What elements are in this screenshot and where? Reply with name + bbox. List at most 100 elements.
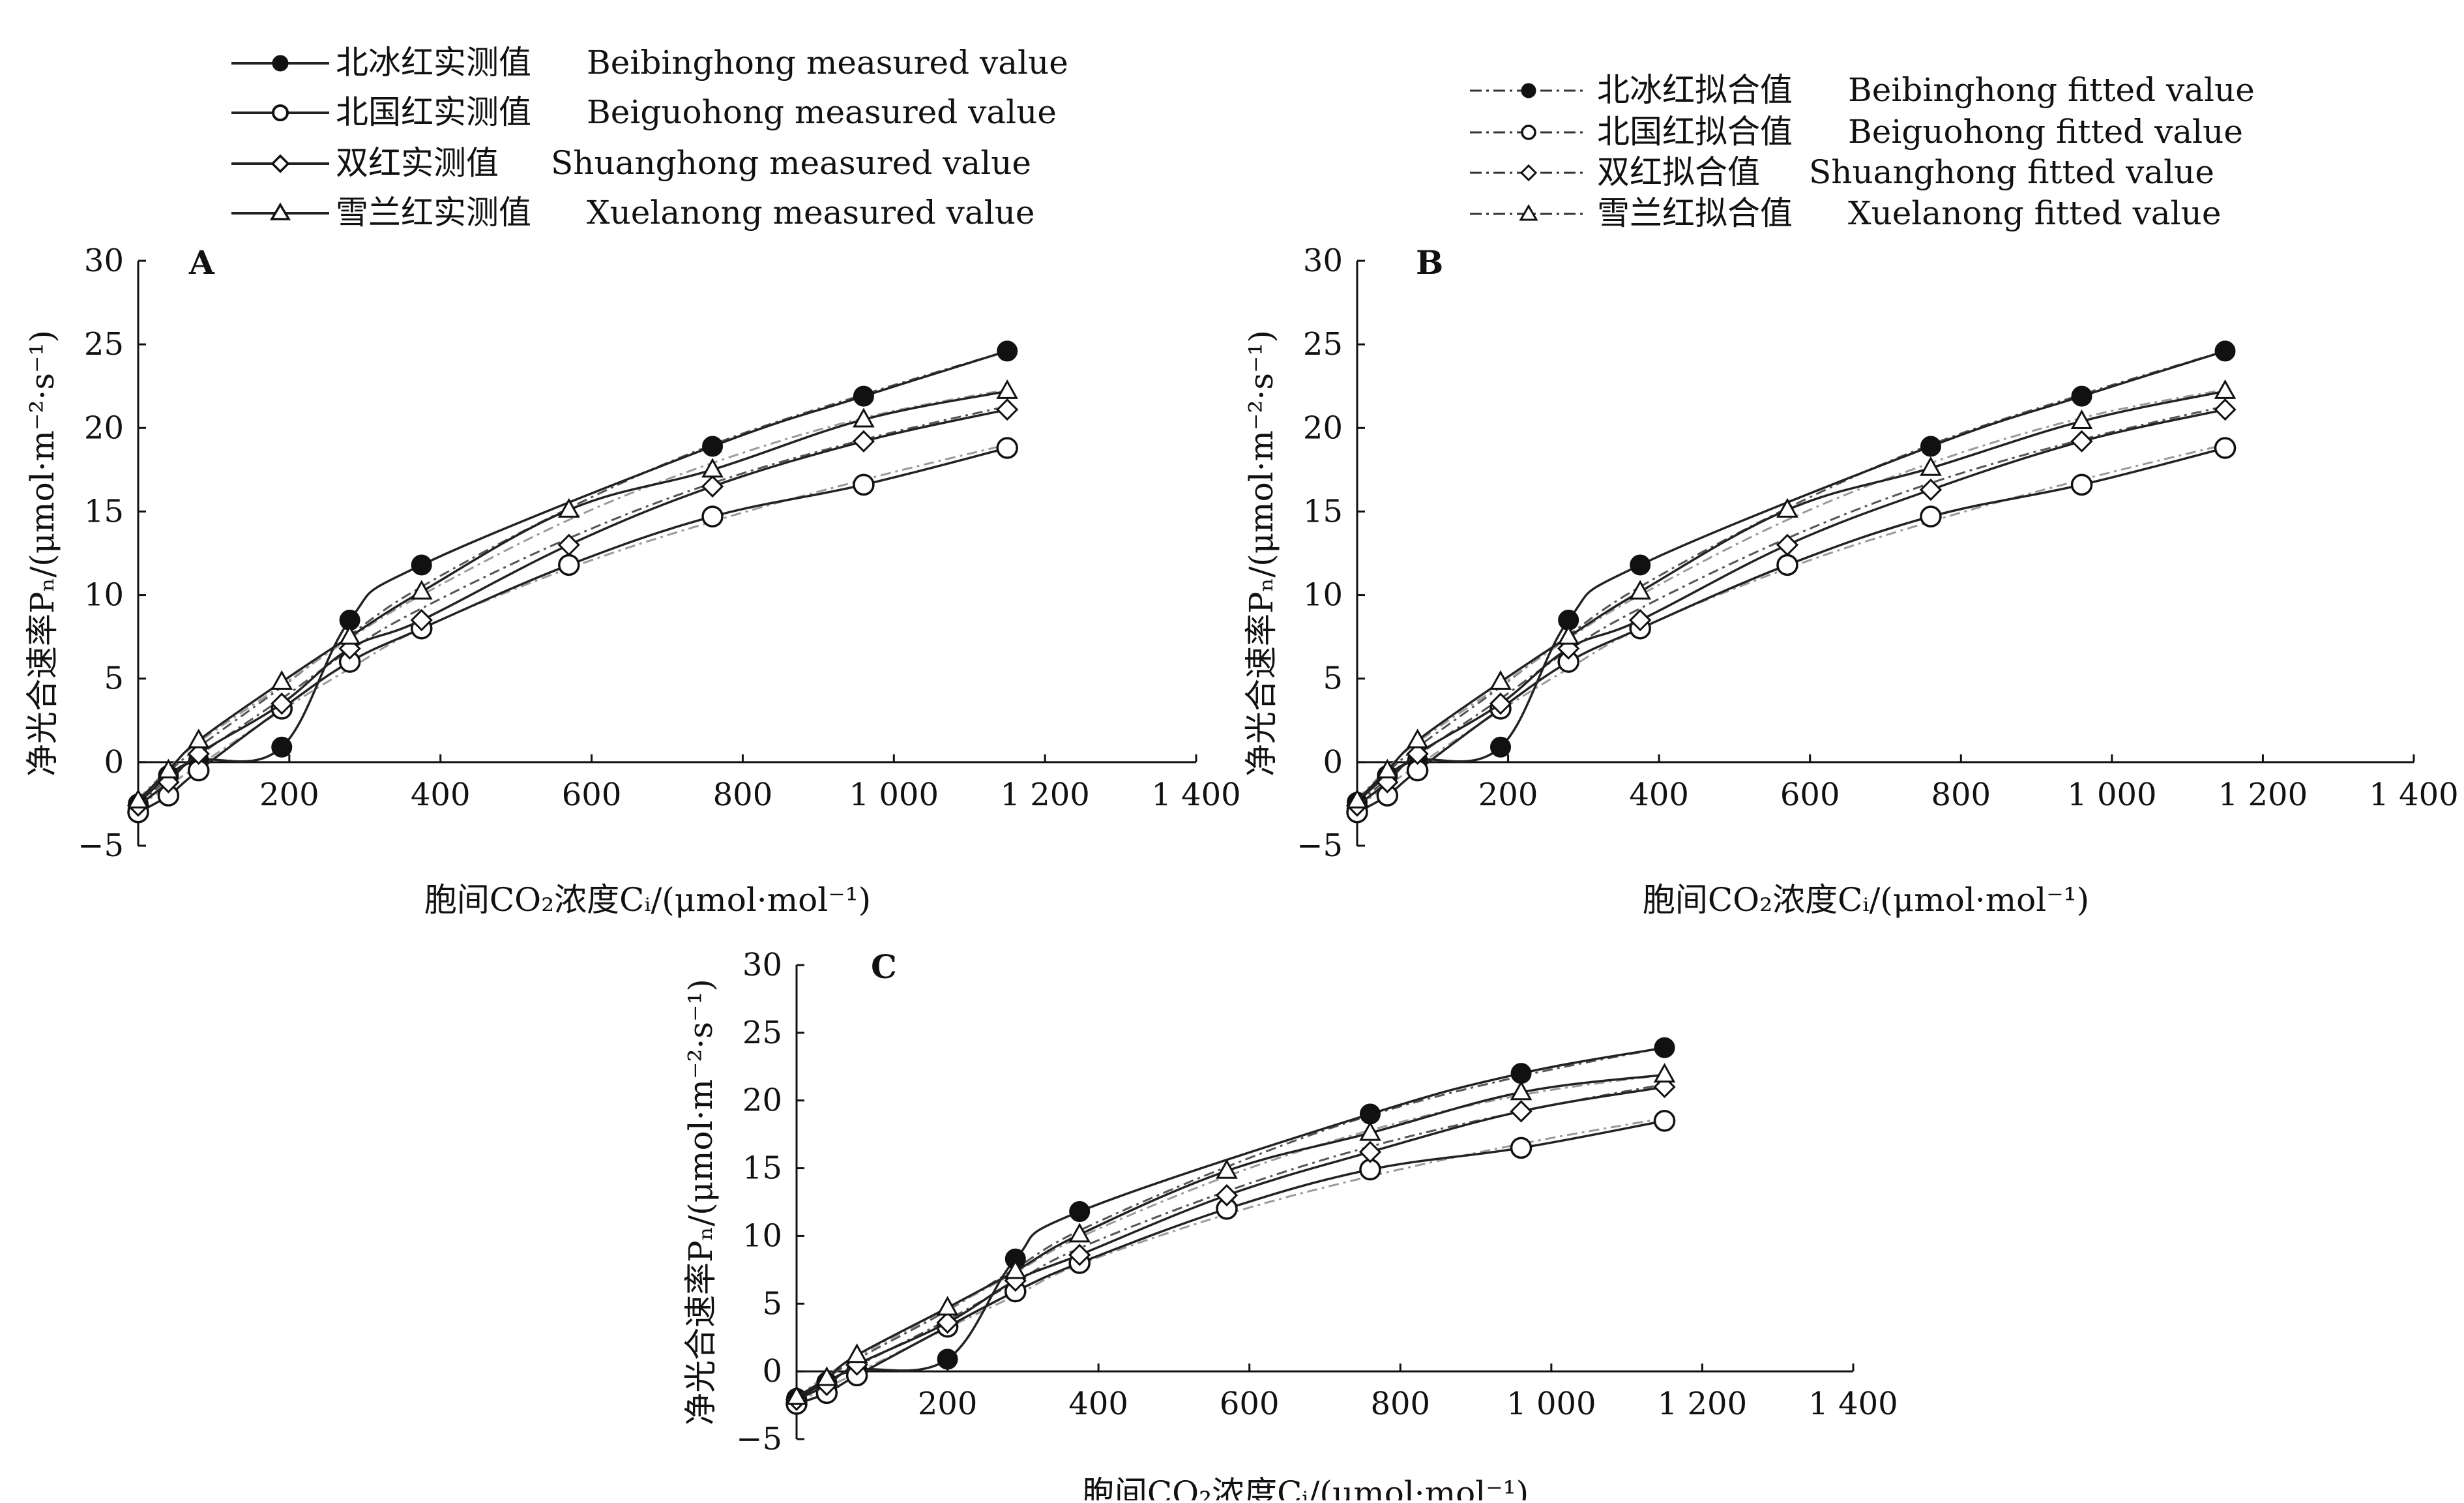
- series-line: [138, 447, 1008, 814]
- data-point: [1489, 692, 1512, 715]
- series-line: [138, 405, 1008, 805]
- y-tick-label: 25: [1303, 326, 1343, 363]
- x-tick-label: 1 200: [1000, 777, 1089, 813]
- data-point: [815, 1366, 838, 1386]
- x-tick-label: 200: [259, 777, 319, 813]
- y-tick-label: 10: [1303, 577, 1343, 614]
- x-tick-label: 800: [713, 777, 773, 813]
- data-point: [1489, 736, 1511, 758]
- data-point: [411, 554, 432, 576]
- series-line: [796, 1047, 1665, 1399]
- y-tick-label: 5: [762, 1285, 782, 1322]
- series-measured: [126, 398, 1019, 817]
- series-line: [796, 1120, 1665, 1405]
- series-line: [796, 1073, 1665, 1398]
- data-point: [1630, 554, 1651, 576]
- x-tick-label: 800: [1370, 1386, 1430, 1422]
- data-point: [338, 625, 361, 645]
- series-fitted: [1357, 405, 2225, 805]
- legend-item-fitted: 北国红拟合值 Beiguohong fitted value: [1470, 113, 2243, 151]
- data-point: [271, 692, 293, 715]
- series-measured: [128, 340, 1018, 814]
- data-point: [1920, 456, 1942, 476]
- x-tick-label: 1 000: [849, 777, 939, 813]
- legend-item-measured: 雪兰红实测值 Xuelanong measured value: [231, 194, 1035, 231]
- data-point: [1653, 1110, 1676, 1132]
- data-point: [1510, 1100, 1533, 1123]
- data-point: [1776, 554, 1798, 576]
- data-point: [1510, 1137, 1533, 1159]
- data-point: [1215, 1183, 1239, 1207]
- y-tick-label: 15: [742, 1150, 782, 1187]
- x-tick-label: 400: [411, 777, 471, 813]
- data-point: [702, 436, 724, 457]
- series-line: [1356, 350, 2225, 801]
- series-line: [1357, 447, 2225, 814]
- chart-panel-c: −5 0 5 10 15 20 25 30 200 400 600 800 1 000 1 200 1 40…: [682, 947, 1898, 1503]
- series-fitted: [1357, 443, 2225, 809]
- data-point: [996, 437, 1018, 459]
- data-point: [785, 1385, 808, 1405]
- legend-item-measured: 北国红实测值 Beiguohong measured value: [231, 93, 1057, 131]
- data-point: [1358, 1140, 1382, 1163]
- legend-item-fitted: 雪兰红拟合值 Xuelanong fitted value: [1470, 194, 2221, 232]
- series-measured: [1347, 340, 2236, 813]
- y-tick-label: 30: [1303, 243, 1343, 279]
- data-point: [1629, 608, 1652, 632]
- data-point: [558, 554, 580, 576]
- x-tick-label: 400: [1068, 1386, 1128, 1422]
- x-tick-label: 400: [1629, 777, 1689, 813]
- series-line: [137, 350, 1008, 805]
- y-tick-label: 15: [1303, 493, 1343, 529]
- data-point: [1359, 1121, 1381, 1141]
- legend-fitted: 北冰红拟合值 Beibinghong fitted value 北国红拟合值 B…: [1470, 71, 2255, 232]
- legend-label: 北冰红拟合值: [1597, 71, 1793, 109]
- data-point: [1776, 498, 1798, 518]
- series-line: [137, 388, 1008, 800]
- data-point: [852, 430, 875, 453]
- y-tick-label: 0: [1323, 744, 1343, 781]
- x-tick-label: 800: [1931, 777, 1991, 813]
- series-measured: [1346, 379, 2237, 809]
- series-fitted: [137, 350, 1008, 801]
- series-line: [796, 1046, 1665, 1400]
- data-point: [701, 458, 724, 478]
- data-point: [187, 742, 210, 766]
- series-fitted: [796, 1047, 1665, 1399]
- data-point: [853, 473, 875, 496]
- legend-item-fitted: 双红拟合值 Shuanghong fitted value: [1470, 153, 2214, 191]
- data-point: [271, 670, 293, 690]
- legend-item-measured: 北冰红实测值 Beibinghong measured value: [231, 44, 1068, 82]
- x-tick-label: 1 200: [1658, 1386, 1747, 1422]
- series-line: [796, 1073, 1665, 1399]
- legend-label: 双红实测值: [336, 144, 499, 182]
- data-point: [1406, 728, 1429, 749]
- y-tick-label: 25: [742, 1015, 782, 1051]
- x-tick-label: 1 400: [1808, 1386, 1898, 1422]
- data-point: [1919, 478, 1943, 501]
- series-line: [138, 443, 1008, 809]
- y-axis-title: 净光合速率Pₙ/(μmol·m⁻²·s⁻¹): [1242, 330, 1280, 777]
- series-measured: [786, 1037, 1675, 1409]
- data-point: [2070, 473, 2093, 496]
- y-axis-title: 净光合速率Pₙ/(μmol·m⁻²·s⁻¹): [682, 979, 720, 1425]
- y-tick-label: 5: [104, 661, 124, 697]
- data-point: [853, 385, 874, 407]
- y-tick-label: 0: [762, 1353, 782, 1390]
- data-point: [936, 1296, 959, 1316]
- legend-label-en: Beibinghong measured value: [587, 44, 1068, 82]
- y-tick-label: 0: [104, 744, 124, 781]
- data-point: [701, 505, 724, 528]
- data-point: [1920, 436, 1941, 457]
- legend-label: 雪兰红实测值: [336, 194, 531, 231]
- panel-letter: A: [188, 243, 215, 282]
- data-point: [1510, 1063, 1532, 1084]
- data-point: [996, 379, 1018, 399]
- series-fitted: [1356, 388, 2225, 800]
- data-point: [1346, 788, 1368, 809]
- legend-label-en: Beiguohong fitted value: [1848, 113, 2243, 151]
- panel-letter: C: [871, 947, 897, 986]
- data-point: [557, 498, 580, 518]
